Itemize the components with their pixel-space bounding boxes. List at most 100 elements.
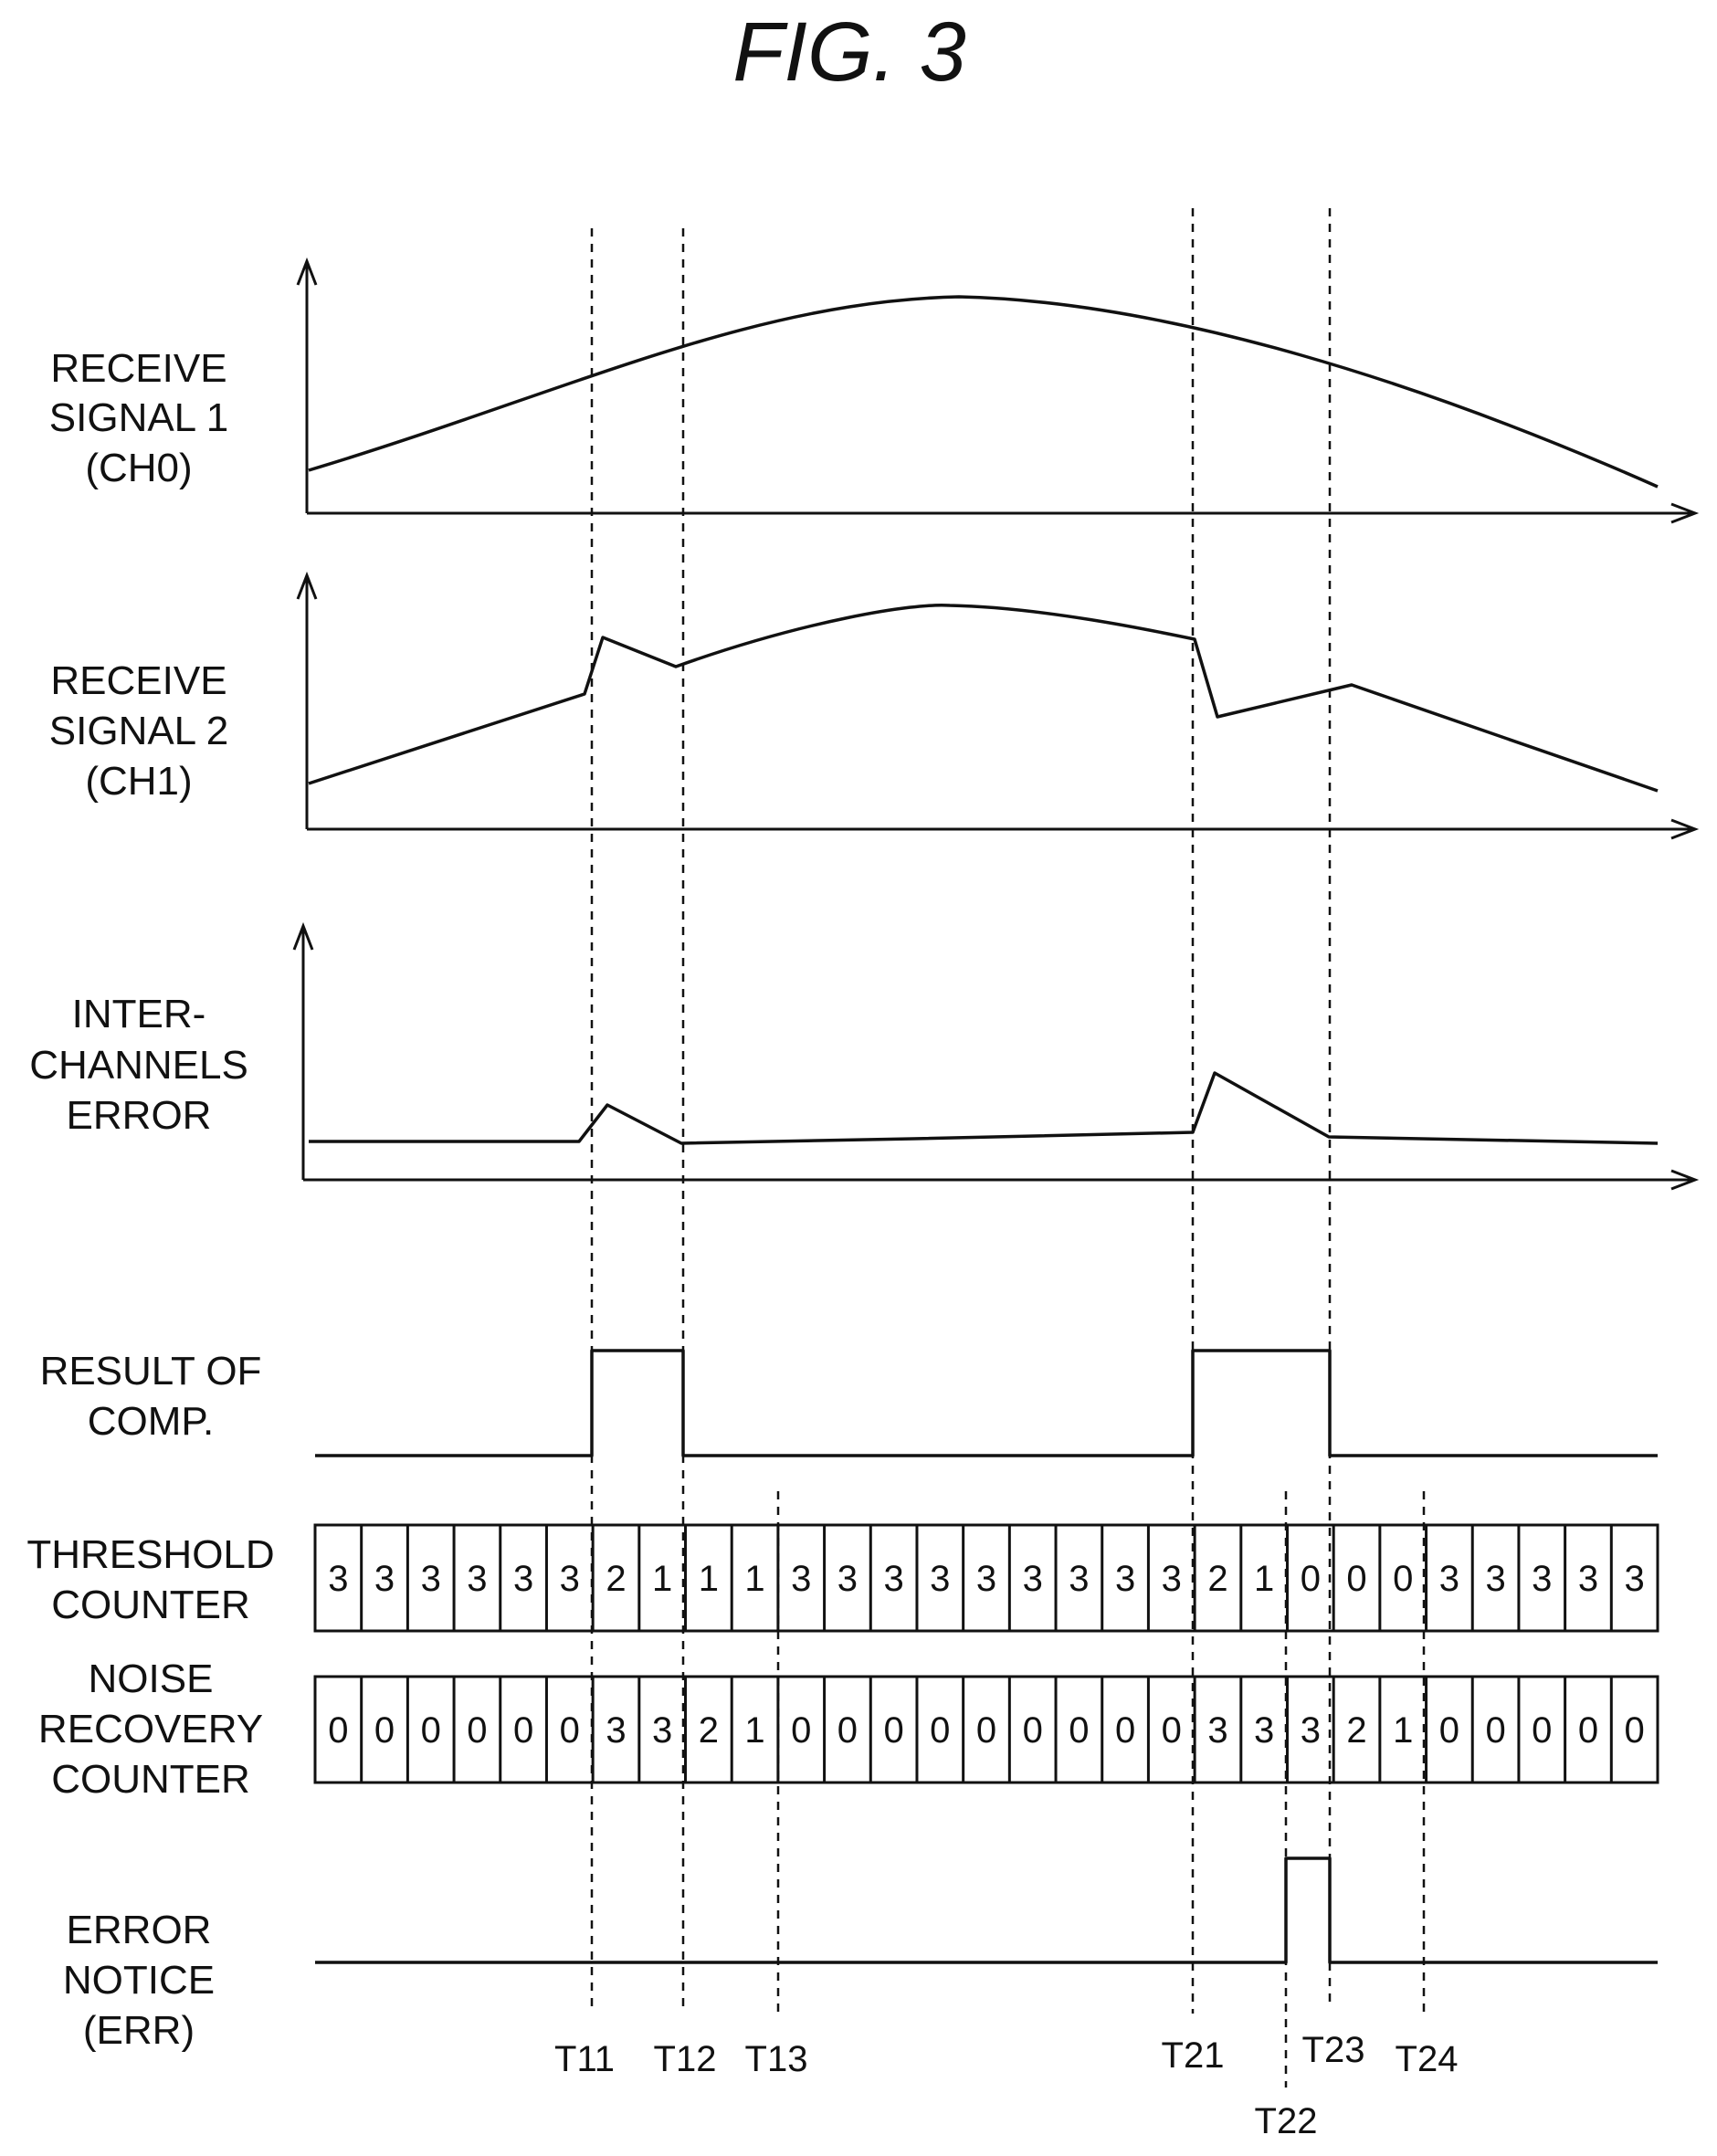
noise-recovery-counter-cell: 3 (1301, 1710, 1321, 1751)
threshold-counter-frame (313, 1523, 1659, 1633)
timing-labels: T11 T12 T13 T21 T22 T23 T24 (554, 2030, 1458, 2141)
row-label-line: COUNTER (51, 1757, 250, 1802)
threshold-counter-cell: 3 (837, 1559, 858, 1599)
threshold-counter-cell: 3 (930, 1559, 950, 1599)
receive-signal-2-waveform (308, 603, 1659, 793)
threshold-counter-cell: 3 (883, 1559, 903, 1599)
row-label-noise-recovery-counter: NOISE RECOVERY COUNTER (38, 1656, 263, 1802)
noise-recovery-counter-cell: 0 (1162, 1710, 1182, 1751)
noise-recovery-counter-cell: 0 (1625, 1710, 1645, 1751)
row-label-line: (CH1) (85, 759, 192, 804)
result-of-comp-waveform (315, 1349, 1658, 1457)
timing-label-t22: T22 (1255, 2101, 1318, 2141)
noise-recovery-counter-cell: 0 (883, 1710, 903, 1751)
threshold-counter-cell: 3 (1532, 1559, 1552, 1599)
threshold-counter-cell: 2 (1207, 1559, 1227, 1599)
noise-recovery-counter-cell: 0 (513, 1710, 533, 1751)
noise-recovery-counter-cell: 0 (1439, 1710, 1459, 1751)
noise-recovery-counter-cell: 0 (1023, 1710, 1043, 1751)
timing-guides (590, 208, 1426, 2088)
threshold-counter-cell: 3 (1115, 1559, 1135, 1599)
figure-title: FIG. 3 (732, 5, 966, 99)
row-label-line: THRESHOLD (26, 1532, 274, 1577)
threshold-counter-cell: 1 (744, 1559, 764, 1599)
threshold-counter-cell: 3 (1439, 1559, 1459, 1599)
threshold-counter-cell: 3 (560, 1559, 580, 1599)
row-label-line: NOISE (89, 1656, 214, 1701)
row-label-result-of-comp: RESULT OF COMP. (40, 1349, 262, 1444)
row-label-line: SIGNAL 2 (49, 709, 228, 753)
threshold-counter-cell: 3 (791, 1559, 811, 1599)
threshold-counter-cell: 3 (421, 1559, 441, 1599)
threshold-counter-cell: 3 (513, 1559, 533, 1599)
axes-inter-channels-error (292, 921, 1700, 1191)
timing-label-t13: T13 (745, 2039, 808, 2079)
noise-recovery-counter-cell: 3 (1254, 1710, 1274, 1751)
noise-recovery-counter-cell: 3 (652, 1710, 672, 1751)
timing-label-t24: T24 (1396, 2039, 1459, 2079)
row-label-line: COUNTER (51, 1583, 250, 1627)
row-label-error-notice: ERROR NOTICE (ERR) (63, 1908, 215, 2053)
noise-recovery-counter-cell: 0 (791, 1710, 811, 1751)
noise-recovery-counter-cell: 1 (744, 1710, 764, 1751)
timing-label-t21: T21 (1162, 2035, 1225, 2076)
noise-recovery-counter-cell: 0 (1532, 1710, 1552, 1751)
threshold-counter-cell: 3 (1625, 1559, 1645, 1599)
row-label-line: RECOVERY (38, 1707, 263, 1751)
error-notice-waveform (315, 1856, 1658, 1964)
threshold-counter-cell: 3 (374, 1559, 395, 1599)
noise-recovery-counter-cell: 0 (1578, 1710, 1598, 1751)
row-label-line: RESULT OF (40, 1349, 262, 1394)
row-label-line: NOTICE (63, 1958, 215, 2003)
row-label-threshold-counter: THRESHOLD COUNTER (26, 1532, 274, 1627)
noise-recovery-counter-cell: 0 (930, 1710, 950, 1751)
y-axis-arrow-icon (292, 921, 314, 951)
noise-recovery-counter-cell: 0 (1485, 1710, 1505, 1751)
y-axis-arrow-icon (296, 257, 318, 286)
threshold-counter-cell: 1 (699, 1559, 719, 1599)
row-label-line: ERROR (67, 1908, 212, 1952)
threshold-counter-cell: 2 (606, 1559, 626, 1599)
threshold-counter-cell: 3 (1485, 1559, 1505, 1599)
row-label-line: (ERR) (83, 2008, 195, 2053)
row-label-line: RECEIVE (50, 658, 226, 703)
threshold-counter-cell: 3 (1069, 1559, 1089, 1599)
x-axis-arrow-icon (1670, 502, 1700, 524)
noise-recovery-counter-cell: 0 (328, 1710, 348, 1751)
noise-recovery-counter-cell: 0 (560, 1710, 580, 1751)
row-label-line: RECEIVE (50, 346, 226, 391)
row-label-line: (CH0) (85, 446, 192, 490)
threshold-counter-cell: 0 (1346, 1559, 1366, 1599)
axes-receive-signal-2 (296, 571, 1700, 840)
row-label-receive-signal-2: RECEIVE SIGNAL 2 (CH1) (49, 658, 228, 804)
noise-recovery-counter-cell: 0 (976, 1710, 996, 1751)
inter-channels-error-waveform (309, 1071, 1659, 1145)
threshold-counter-cell: 3 (1023, 1559, 1043, 1599)
timing-label-t12: T12 (654, 2039, 717, 2079)
threshold-counter-cell: 0 (1393, 1559, 1413, 1599)
receive-signal-1-waveform (308, 295, 1659, 489)
noise-recovery-counter-cell: 2 (1346, 1710, 1366, 1751)
row-label-line: COMP. (88, 1399, 215, 1444)
row-label-line: CHANNELS (29, 1043, 248, 1088)
noise-recovery-counter-cell: 0 (421, 1710, 441, 1751)
timing-label-t23: T23 (1302, 2030, 1365, 2070)
noise-recovery-counter-cell: 0 (1115, 1710, 1135, 1751)
threshold-counter-cell: 3 (1578, 1559, 1598, 1599)
threshold-counter-cell: 3 (1162, 1559, 1182, 1599)
noise-recovery-counter-frame (313, 1675, 1659, 1784)
row-label-inter-channels-error: INTER- CHANNELS ERROR (29, 992, 248, 1138)
threshold-counter-cell: 3 (328, 1559, 348, 1599)
row-label-line: ERROR (67, 1093, 212, 1138)
noise-recovery-counter-cell: 0 (837, 1710, 858, 1751)
noise-recovery-counter-cell: 2 (699, 1710, 719, 1751)
row-label-receive-signal-1: RECEIVE SIGNAL 1 (CH0) (49, 346, 228, 490)
noise-recovery-counter-cell: 0 (374, 1710, 395, 1751)
axes-receive-signal-1 (296, 257, 1700, 524)
x-axis-arrow-icon (1670, 818, 1700, 840)
row-label-line: INTER- (72, 992, 206, 1036)
noise-recovery-counter-cell: 1 (1393, 1710, 1413, 1751)
noise-recovery-counter-cell: 0 (1069, 1710, 1089, 1751)
